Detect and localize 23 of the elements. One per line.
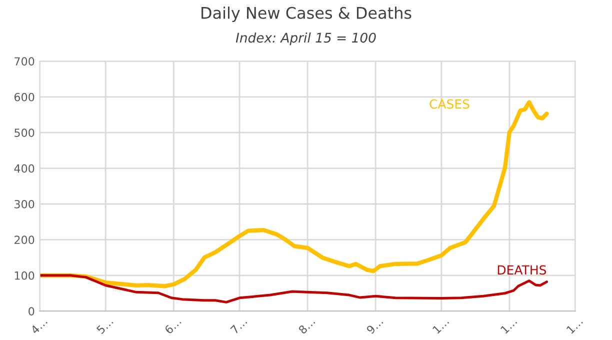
line-series [40,100,549,288]
x-tick-label: 1… [500,317,518,334]
y-tick-label: 400 [14,164,34,173]
line-series [40,274,548,304]
y-tick-label: 200 [14,236,34,244]
x-tick-label: 5… [96,317,114,334]
x-tick-label: 4… [30,317,48,334]
y-tick-label: 700 [14,57,34,66]
x-tick-label: 7… [230,317,248,334]
chart-subtitle: Index: April 15 = 100 [236,32,376,46]
x-tick-label: 8… [298,317,316,334]
x-tick-label: 1… [566,317,583,334]
series-label: DEATHS [498,265,546,275]
y-tick-label: 500 [14,128,34,137]
y-tick-label: 0 [28,307,34,316]
chart-title: Daily New Cases & Deaths [202,6,412,22]
x-tick-label: 6… [164,317,182,334]
text: CASES [430,99,470,109]
y-tick-label: 300 [14,200,34,208]
x-tick-label: 1… [432,317,450,334]
x-tick-label: 9… [366,317,384,334]
y-tick-label: 100 [14,271,34,280]
y-tick-label: 600 [14,92,34,102]
